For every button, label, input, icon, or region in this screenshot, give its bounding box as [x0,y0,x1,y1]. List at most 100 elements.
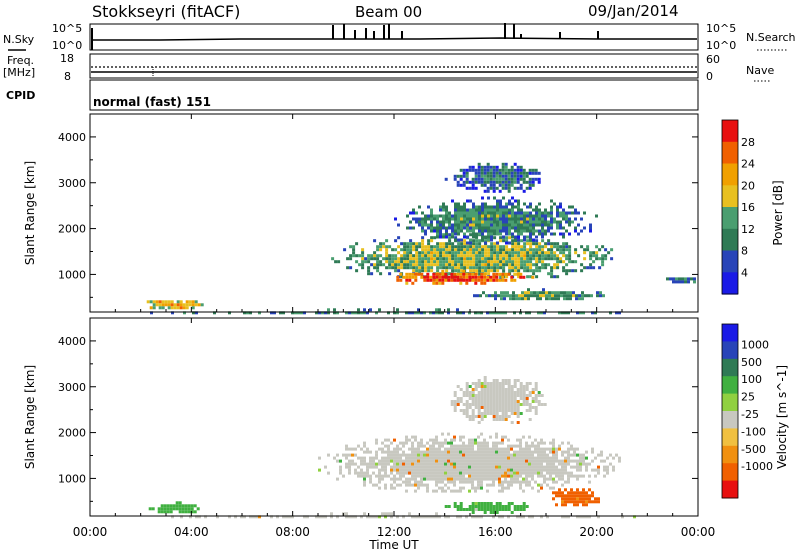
echo-cell [387,311,390,315]
echo-cell [370,272,374,276]
echo-cell [498,508,502,511]
echo-cell [516,412,520,415]
echo-cell [525,311,528,315]
echo-cell [445,269,449,273]
echo-cell [601,254,605,258]
echo-cell [457,266,461,270]
echo-cell [435,474,438,478]
echo-cell [394,248,398,252]
echo-cell [538,245,542,249]
echo-cell [565,220,568,224]
echo-cell [526,251,530,255]
echo-cell [537,450,540,454]
echo-cell [534,394,538,397]
echo-cell [345,512,348,516]
echo-cell [349,245,353,249]
echo-cell [492,483,495,487]
echo-cell [438,444,441,448]
echo-cell [520,220,523,224]
echo-cell [501,388,505,391]
echo-cell [486,465,489,469]
echo-cell [493,229,496,233]
echo-cell [486,403,490,406]
echo-cell [492,168,496,172]
echo-cell [486,165,490,169]
echo-cell [430,239,434,243]
echo-cell [523,257,527,261]
echo-cell [373,257,377,261]
echo-cell [481,208,484,212]
echo-cell [402,468,405,472]
echo-cell [516,465,519,469]
echo-cell [427,245,431,249]
nsky-strip [89,23,699,51]
echo-cell [376,245,380,249]
echo-cell [582,459,585,463]
echo-cell [150,311,153,315]
echo-cell [447,275,451,279]
echo-cell [569,294,572,298]
echo-cell [570,500,573,504]
echo-cell [524,291,527,295]
echo-cell [178,504,182,508]
echo-cell [495,415,499,418]
echo-cell [457,226,460,230]
echo-cell [387,447,390,451]
echo-cell [535,266,539,270]
echo-cell [399,272,403,276]
echo-cell [565,269,569,273]
echo-cell [504,459,507,463]
echo-cell [499,220,502,224]
echo-cell [468,165,472,169]
echo-cell [504,394,508,397]
colorbar-frame [721,323,739,499]
echo-cell [589,263,593,267]
echo-cell [558,491,561,495]
echo-cell [456,515,459,519]
echo-cell [583,266,587,270]
echo-cell [363,477,366,481]
echo-cell [552,477,555,481]
echo-cell [378,480,381,484]
echo-cell [561,441,564,445]
echo-cell [522,447,525,451]
echo-cell [490,266,494,270]
echo-cell [486,447,489,451]
echo-cell [480,447,483,451]
echo-cell [525,447,528,451]
echo-cell [528,406,532,409]
echo-cell [498,382,502,385]
x-tick-label: 12:00 [377,525,412,539]
colorbar-tick-label: 12 [741,223,755,236]
echo-cell [508,226,511,230]
echo-cell [550,208,553,212]
echo-cell [270,311,273,315]
echo-cell [556,245,560,249]
echo-cell [570,465,573,469]
echo-cell [441,441,444,445]
echo-cell [498,174,502,178]
echo-cell [475,260,479,264]
echo-cell [415,217,418,221]
echo-cell [474,477,477,481]
echo-cell [438,459,441,463]
echo-cell [396,462,399,466]
echo-cell [519,441,522,445]
echo-cell [570,471,573,475]
echo-cell [442,226,445,230]
echo-cell [475,232,478,236]
echo-cell [567,474,570,478]
echo-cell [573,450,576,454]
echo-cell [501,415,505,418]
echo-cell [417,480,420,484]
echo-cell [471,415,475,418]
echo-cell [520,229,523,233]
echo-cell [510,177,514,181]
echo-cell [472,245,476,249]
echo-cell [421,251,425,255]
echo-cell [498,489,501,493]
echo-cell [447,308,450,312]
echo-cell [496,223,499,227]
echo-cell [432,450,435,454]
echo-cell [477,165,481,169]
